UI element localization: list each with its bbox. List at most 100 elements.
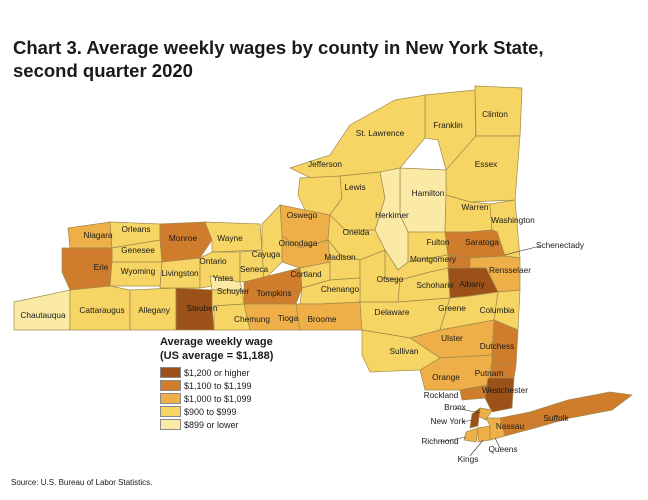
county-label-westchester: Westchester	[482, 385, 528, 395]
county-label-broome: Broome	[307, 314, 336, 324]
county-new-york	[469, 407, 481, 429]
legend-swatch	[160, 419, 181, 430]
county-label-dutchess: Dutchess	[480, 341, 515, 351]
county-westchester	[484, 377, 515, 413]
county-label-oswego: Oswego	[287, 210, 318, 220]
county-regions	[13, 85, 633, 443]
county-label-hamilton: Hamilton	[412, 188, 445, 198]
county-label-essex: Essex	[475, 159, 498, 169]
county-label-chenango: Chenango	[321, 284, 360, 294]
county-label-livingston: Livingston	[161, 268, 199, 278]
legend-label: $899 or lower	[184, 419, 239, 430]
county-label-richmond: Richmond	[421, 436, 459, 446]
county-orange	[419, 354, 493, 391]
county-label-wayne: Wayne	[217, 233, 243, 243]
legend-label: $900 to $999	[184, 406, 237, 417]
county-label-schoharie: Schoharie	[416, 280, 454, 290]
leader-line	[462, 419, 473, 423]
leader-line	[469, 439, 484, 457]
county-steuben	[175, 287, 215, 331]
county-label-yates: Yates	[213, 273, 234, 283]
county-label-cortland: Cortland	[290, 269, 322, 279]
legend-item: $899 or lower	[160, 418, 273, 431]
county-label-erie: Erie	[94, 262, 109, 272]
county-queens	[485, 417, 506, 441]
county-label-ontario: Ontario	[199, 256, 227, 266]
legend-title: Average weekly wage (US average = $1,188…	[160, 335, 273, 363]
chart-title: Chart 3. Average weekly wages by county …	[13, 36, 633, 82]
county-label-clinton: Clinton	[482, 109, 508, 119]
county-label-nassau: Nassau	[496, 421, 525, 431]
county-label-chemung: Chemung	[234, 314, 270, 324]
county-label-sullivan: Sullivan	[389, 346, 418, 356]
county-suffolk	[529, 391, 633, 429]
legend-title-line-2: (US average = $1,188)	[160, 350, 274, 362]
leader-line	[504, 245, 541, 256]
county-label-otsego: Otsego	[377, 274, 404, 284]
county-label-schuyler: Schuyler	[217, 286, 250, 296]
county-label-columbia: Columbia	[479, 305, 514, 315]
county-label-albany: Albany	[459, 279, 485, 289]
county-label-tompkins: Tompkins	[256, 288, 291, 298]
legend-item: $1,100 to $1,199	[160, 379, 273, 392]
county-label-washington: Washington	[491, 215, 535, 225]
county-label-greene: Greene	[438, 303, 466, 313]
legend-label: $1,000 to $1,099	[184, 393, 252, 404]
chart-title-line-2: second quarter 2020	[13, 60, 193, 81]
leader-line	[454, 407, 481, 414]
county-label-rockland: Rockland	[424, 390, 459, 400]
county-label-queens: Queens	[488, 444, 517, 454]
county-cayuga	[261, 204, 283, 281]
county-label-warren: Warren	[462, 202, 489, 212]
county-label-oneida: Oneida	[343, 227, 370, 237]
county-label-jefferson: Jefferson	[308, 159, 342, 169]
leader-line	[439, 436, 467, 443]
county-label-orange: Orange	[432, 372, 460, 382]
legend: Average weekly wage (US average = $1,188…	[160, 335, 273, 431]
chart-title-line-1: Chart 3. Average weekly wages by county …	[13, 37, 544, 58]
legend-item: $1,200 or higher	[160, 366, 273, 379]
county-label-orleans: Orleans	[121, 224, 150, 234]
county-wayne	[204, 221, 263, 253]
source-note: Source: U.S. Bureau of Labor Statistics.	[11, 478, 153, 487]
county-label-herkimer: Herkimer	[375, 210, 409, 220]
county-hamilton	[399, 167, 447, 237]
legend-swatch	[160, 367, 181, 378]
legend-swatch	[160, 406, 181, 417]
county-tompkins	[243, 267, 303, 305]
county-label-franklin: Franklin	[433, 120, 463, 130]
county-label-fulton: Fulton	[426, 237, 449, 247]
legend-item: $900 to $999	[160, 405, 273, 418]
county-label-cayuga: Cayuga	[252, 249, 281, 259]
legend-items: $1,200 or higher $1,100 to $1,199 $1,000…	[160, 366, 273, 431]
legend-title-line-1: Average weekly wage	[160, 336, 273, 348]
county-label-allegany: Allegany	[138, 305, 171, 315]
legend-item: $1,000 to $1,099	[160, 392, 273, 405]
county-label-cattaraugus: Cattaraugus	[79, 305, 124, 315]
county-label-madison: Madison	[324, 252, 356, 262]
county-label-monroe: Monroe	[169, 233, 198, 243]
county-label-putnam: Putnam	[475, 368, 504, 378]
county-label-st-lawrence: St. Lawrence	[356, 128, 405, 138]
county-label-chautauqua: Chautauqua	[20, 310, 66, 320]
county-label-lewis: Lewis	[344, 182, 365, 192]
county-label-montgomery: Montgomery	[410, 254, 457, 264]
county-label-genesee: Genesee	[121, 245, 155, 255]
county-label-saratoga: Saratoga	[465, 237, 499, 247]
county-kings	[477, 425, 491, 443]
legend-label: $1,100 to $1,199	[184, 380, 252, 391]
county-label-onondaga: Onondaga	[279, 238, 318, 248]
county-label-new-york: New York	[430, 416, 466, 426]
county-label-wyoming: Wyoming	[121, 266, 156, 276]
county-label-delaware: Delaware	[374, 307, 409, 317]
county-label-niagara: Niagara	[83, 230, 112, 240]
county-label-schenectady: Schenectady	[536, 240, 585, 250]
county-richmond	[463, 427, 479, 443]
county-label-rensselaer: Rensselaer	[489, 265, 531, 275]
legend-swatch	[160, 380, 181, 391]
county-label-steuben: Steuben	[187, 303, 218, 313]
county-label-kings: Kings	[458, 454, 479, 464]
county-labels: Clinton Franklin St. Lawrence Essex Jefferso…	[20, 109, 584, 464]
county-label-tioga: Tioga	[278, 313, 299, 323]
